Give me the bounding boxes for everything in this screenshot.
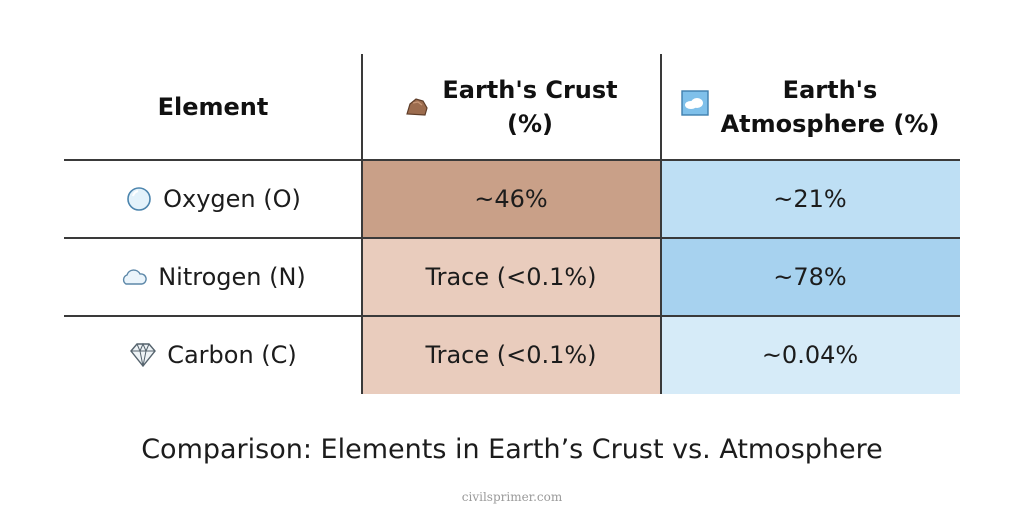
row-nitrogen-crust-value: Trace (<0.1%) [425, 263, 597, 291]
row-nitrogen-crust: Trace (<0.1%) [362, 238, 660, 316]
row-carbon-atmosphere-value: ~0.04% [761, 341, 859, 369]
comparison-table: Element Earth's Crust (%) Earth's Atmosp… [64, 54, 960, 394]
grid-line-vertical-2 [660, 54, 662, 394]
header-crust-line1: Earth's Crust [442, 76, 618, 104]
bubble-icon [127, 187, 151, 211]
row-carbon-atmosphere: ~0.04% [660, 316, 960, 394]
diamond-icon [130, 342, 157, 368]
header-atmosphere: Earth's Atmosphere (%) [660, 54, 960, 160]
row-oxygen-element: Oxygen (O) [163, 185, 301, 213]
row-nitrogen-label: Nitrogen (N) [64, 238, 362, 316]
rock-icon [406, 98, 429, 116]
row-carbon-element: Carbon (C) [167, 341, 297, 369]
header-crust: Earth's Crust (%) [362, 54, 660, 160]
row-oxygen-atmosphere: ~21% [660, 160, 960, 238]
cloud-icon [123, 269, 147, 285]
grid-line-horizontal-1 [64, 159, 960, 161]
sky-icon [680, 90, 709, 116]
grid-line-horizontal-3 [64, 315, 960, 317]
header-element: Element [64, 54, 362, 160]
row-carbon-crust: Trace (<0.1%) [362, 316, 660, 394]
chart-caption: Comparison: Elements in Earth’s Crust vs… [141, 434, 883, 465]
source-footer: civilsprimer.com [461, 490, 563, 504]
grid-line-horizontal-2 [64, 237, 960, 239]
row-nitrogen-atmosphere-value: ~78% [773, 263, 847, 291]
row-oxygen-label: Oxygen (O) [64, 160, 362, 238]
row-nitrogen-element: Nitrogen (N) [158, 263, 306, 291]
row-oxygen-atmosphere-value: ~21% [773, 185, 847, 213]
header-atmosphere-line1: Earth's [782, 76, 878, 104]
header-element-label: Element [157, 93, 269, 121]
row-oxygen-crust: ~46% [362, 160, 660, 238]
row-carbon-label: Carbon (C) [64, 316, 362, 394]
grid-line-vertical-1 [361, 54, 363, 394]
row-nitrogen-atmosphere: ~78% [660, 238, 960, 316]
header-atmosphere-line2: Atmosphere (%) [720, 110, 940, 138]
header-crust-line2: (%) [507, 110, 553, 138]
row-carbon-crust-value: Trace (<0.1%) [425, 341, 597, 369]
row-oxygen-crust-value: ~46% [474, 185, 548, 213]
